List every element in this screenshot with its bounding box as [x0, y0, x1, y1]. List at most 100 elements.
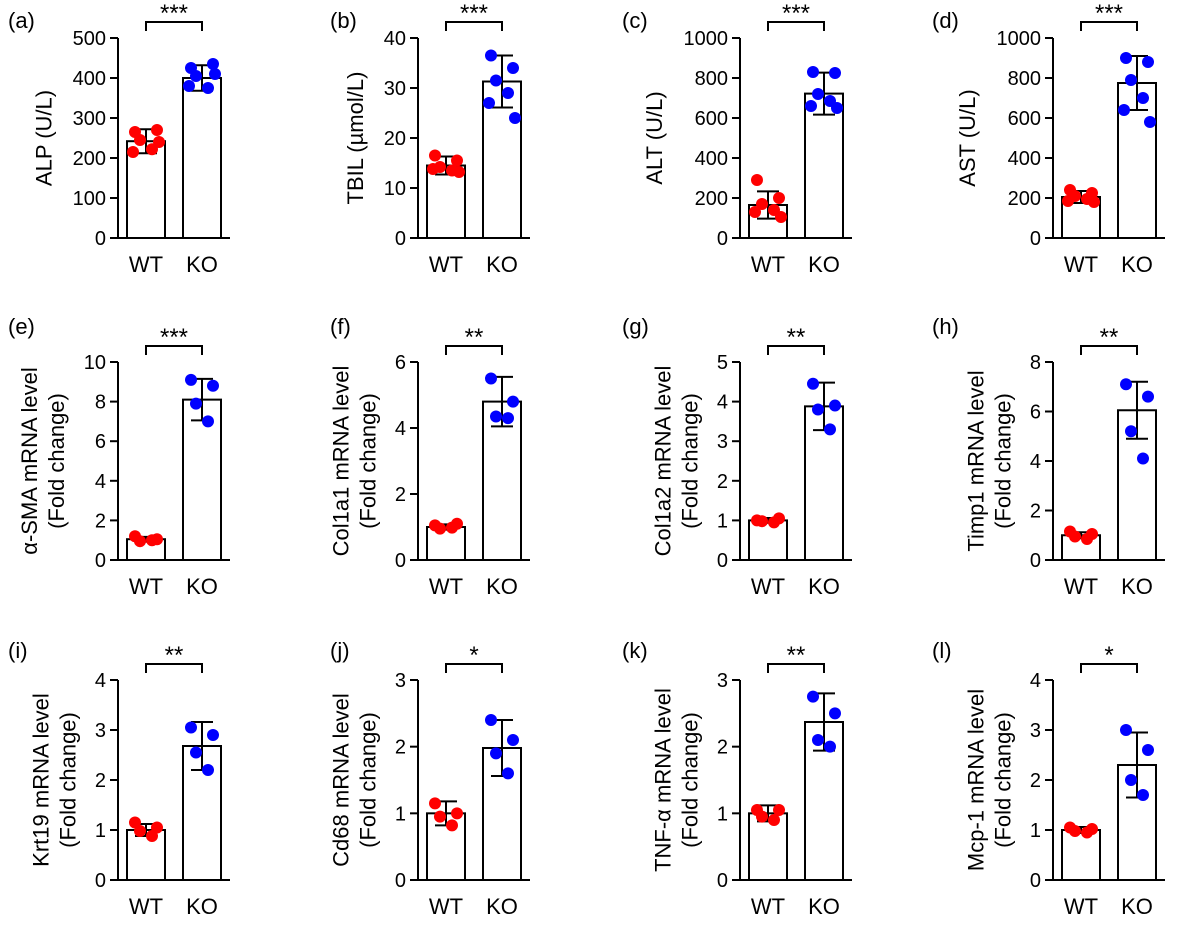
y-tick-label: 2 — [95, 770, 106, 792]
ko-data-point — [502, 767, 514, 780]
x-category-label: WT — [129, 894, 163, 919]
y-tick-label: 3 — [717, 670, 728, 692]
y-tick-label: 1000 — [997, 28, 1042, 50]
wt-data-point — [756, 198, 768, 210]
y-axis-title: Mcp-1 mRNA level — [964, 689, 989, 871]
ko-data-point — [829, 399, 841, 412]
y-tick-label: 3 — [717, 431, 728, 453]
ko-data-point — [185, 373, 197, 386]
panel-l: (l) 0 1 2 3 4 Mcp-1 mRNA level (Fold change) WT K… — [932, 638, 1165, 919]
ko-data-point — [1125, 774, 1137, 786]
panel-label: (j) — [330, 638, 350, 663]
y-tick-label: 0 — [395, 550, 406, 572]
wt-data-point — [1088, 196, 1100, 208]
x-category-label: KO — [186, 894, 218, 919]
wt-data-point — [773, 192, 785, 204]
y-axis-title: Cd68 mRNA level — [329, 693, 354, 867]
ko-data-point — [807, 690, 819, 703]
wt-data-point — [434, 522, 446, 535]
panel-k: (k) 0 1 2 3 TNF-α mRNA level (Fold change) WT KO… — [622, 638, 852, 919]
y-axis-title: (Fold change) — [356, 393, 381, 529]
panel-label: (f) — [330, 314, 351, 339]
panel-label: (d) — [932, 8, 959, 33]
bar-ko — [182, 77, 222, 239]
significance-marker: *** — [782, 0, 810, 27]
wt-data-point — [429, 797, 441, 810]
x-category-label: WT — [1064, 894, 1098, 919]
wt-data-point — [134, 535, 146, 548]
wt-data-point — [446, 819, 458, 832]
ko-data-point — [202, 82, 214, 94]
panel-label: (c) — [622, 8, 648, 33]
x-category-label: KO — [186, 574, 218, 599]
panel-e: (e) 0 2 4 6 8 10 α-SMA mRNA level (Fold change) W… — [8, 314, 230, 599]
significance-bracket — [1080, 21, 1138, 31]
significance-bracket — [445, 21, 503, 31]
y-tick-label: 100 — [73, 188, 106, 210]
y-tick-label: 2 — [1030, 501, 1041, 523]
ko-data-point — [490, 410, 502, 423]
ko-data-point — [190, 397, 202, 410]
wt-data-point — [756, 515, 768, 528]
ko-data-point — [1137, 452, 1149, 465]
panel-label: (h) — [932, 314, 959, 339]
x-category-label: WT — [751, 252, 785, 277]
y-tick-label: 3 — [95, 720, 106, 742]
wt-data-point — [146, 534, 158, 547]
ko-data-point — [202, 415, 214, 428]
significance-marker: ** — [165, 642, 184, 669]
ko-data-point — [831, 102, 843, 114]
y-axis-title: (Fold change) — [56, 712, 81, 848]
ko-data-point — [1120, 724, 1132, 736]
wt-data-point — [1081, 826, 1093, 839]
y-tick-label: 500 — [73, 28, 106, 50]
x-category-label: KO — [808, 574, 840, 599]
y-tick-label: 1 — [1030, 820, 1041, 842]
panel-g: (g) 0 1 2 3 4 5 Col1a2 mRNA level (Fold change) W… — [622, 314, 852, 599]
ko-data-point — [807, 66, 819, 78]
y-tick-label: 2 — [1030, 770, 1041, 792]
wt-data-point — [451, 807, 463, 820]
significance-bracket — [767, 21, 825, 31]
x-category-label: WT — [129, 252, 163, 277]
x-category-label: KO — [1121, 574, 1153, 599]
y-tick-label: 200 — [73, 148, 106, 170]
ko-data-point — [485, 49, 497, 62]
ko-data-point — [1125, 425, 1137, 438]
y-tick-label: 0 — [395, 228, 406, 250]
ko-data-point — [1118, 104, 1130, 116]
ko-data-point — [1144, 116, 1156, 128]
wt-data-point — [768, 516, 780, 529]
wt-data-point — [773, 804, 785, 816]
x-category-label: WT — [429, 894, 463, 919]
y-tick-label: 10 — [84, 352, 106, 374]
y-tick-label: 600 — [695, 108, 728, 130]
panel-b: (b) 0 10 20 30 40 TBIL (µmol/L) WT KO *** — [330, 0, 530, 277]
y-tick-label: 4 — [395, 418, 406, 440]
y-tick-label: 1 — [717, 510, 728, 532]
y-axis-title: ALT (U/L) — [642, 91, 667, 184]
wt-data-point — [768, 814, 780, 826]
y-tick-label: 0 — [95, 550, 106, 572]
wt-data-point — [756, 810, 768, 823]
wt-data-point — [153, 136, 165, 148]
x-category-label: KO — [486, 252, 518, 277]
ko-data-point — [207, 58, 219, 70]
ko-data-point — [207, 729, 219, 741]
y-tick-label: 8 — [1030, 352, 1041, 374]
y-axis-title: (Fold change) — [678, 393, 703, 529]
panel-label: (k) — [622, 638, 648, 663]
y-tick-label: 800 — [1008, 68, 1041, 90]
ko-data-point — [190, 70, 202, 82]
x-category-label: KO — [486, 574, 518, 599]
ko-data-point — [812, 403, 824, 416]
wt-data-point — [1069, 825, 1081, 837]
significance-marker: *** — [460, 0, 488, 27]
ko-data-point — [824, 740, 836, 753]
panel-d: (d) 0 200 400 600 800 1000 AST (U/L) WT KO *** — [932, 0, 1165, 277]
y-tick-label: 300 — [73, 108, 106, 130]
bar-wt — [1061, 829, 1101, 881]
wt-data-point — [134, 134, 146, 146]
y-axis-title: (Fold change) — [991, 712, 1016, 848]
y-axis-title: Krt19 mRNA level — [29, 693, 54, 867]
